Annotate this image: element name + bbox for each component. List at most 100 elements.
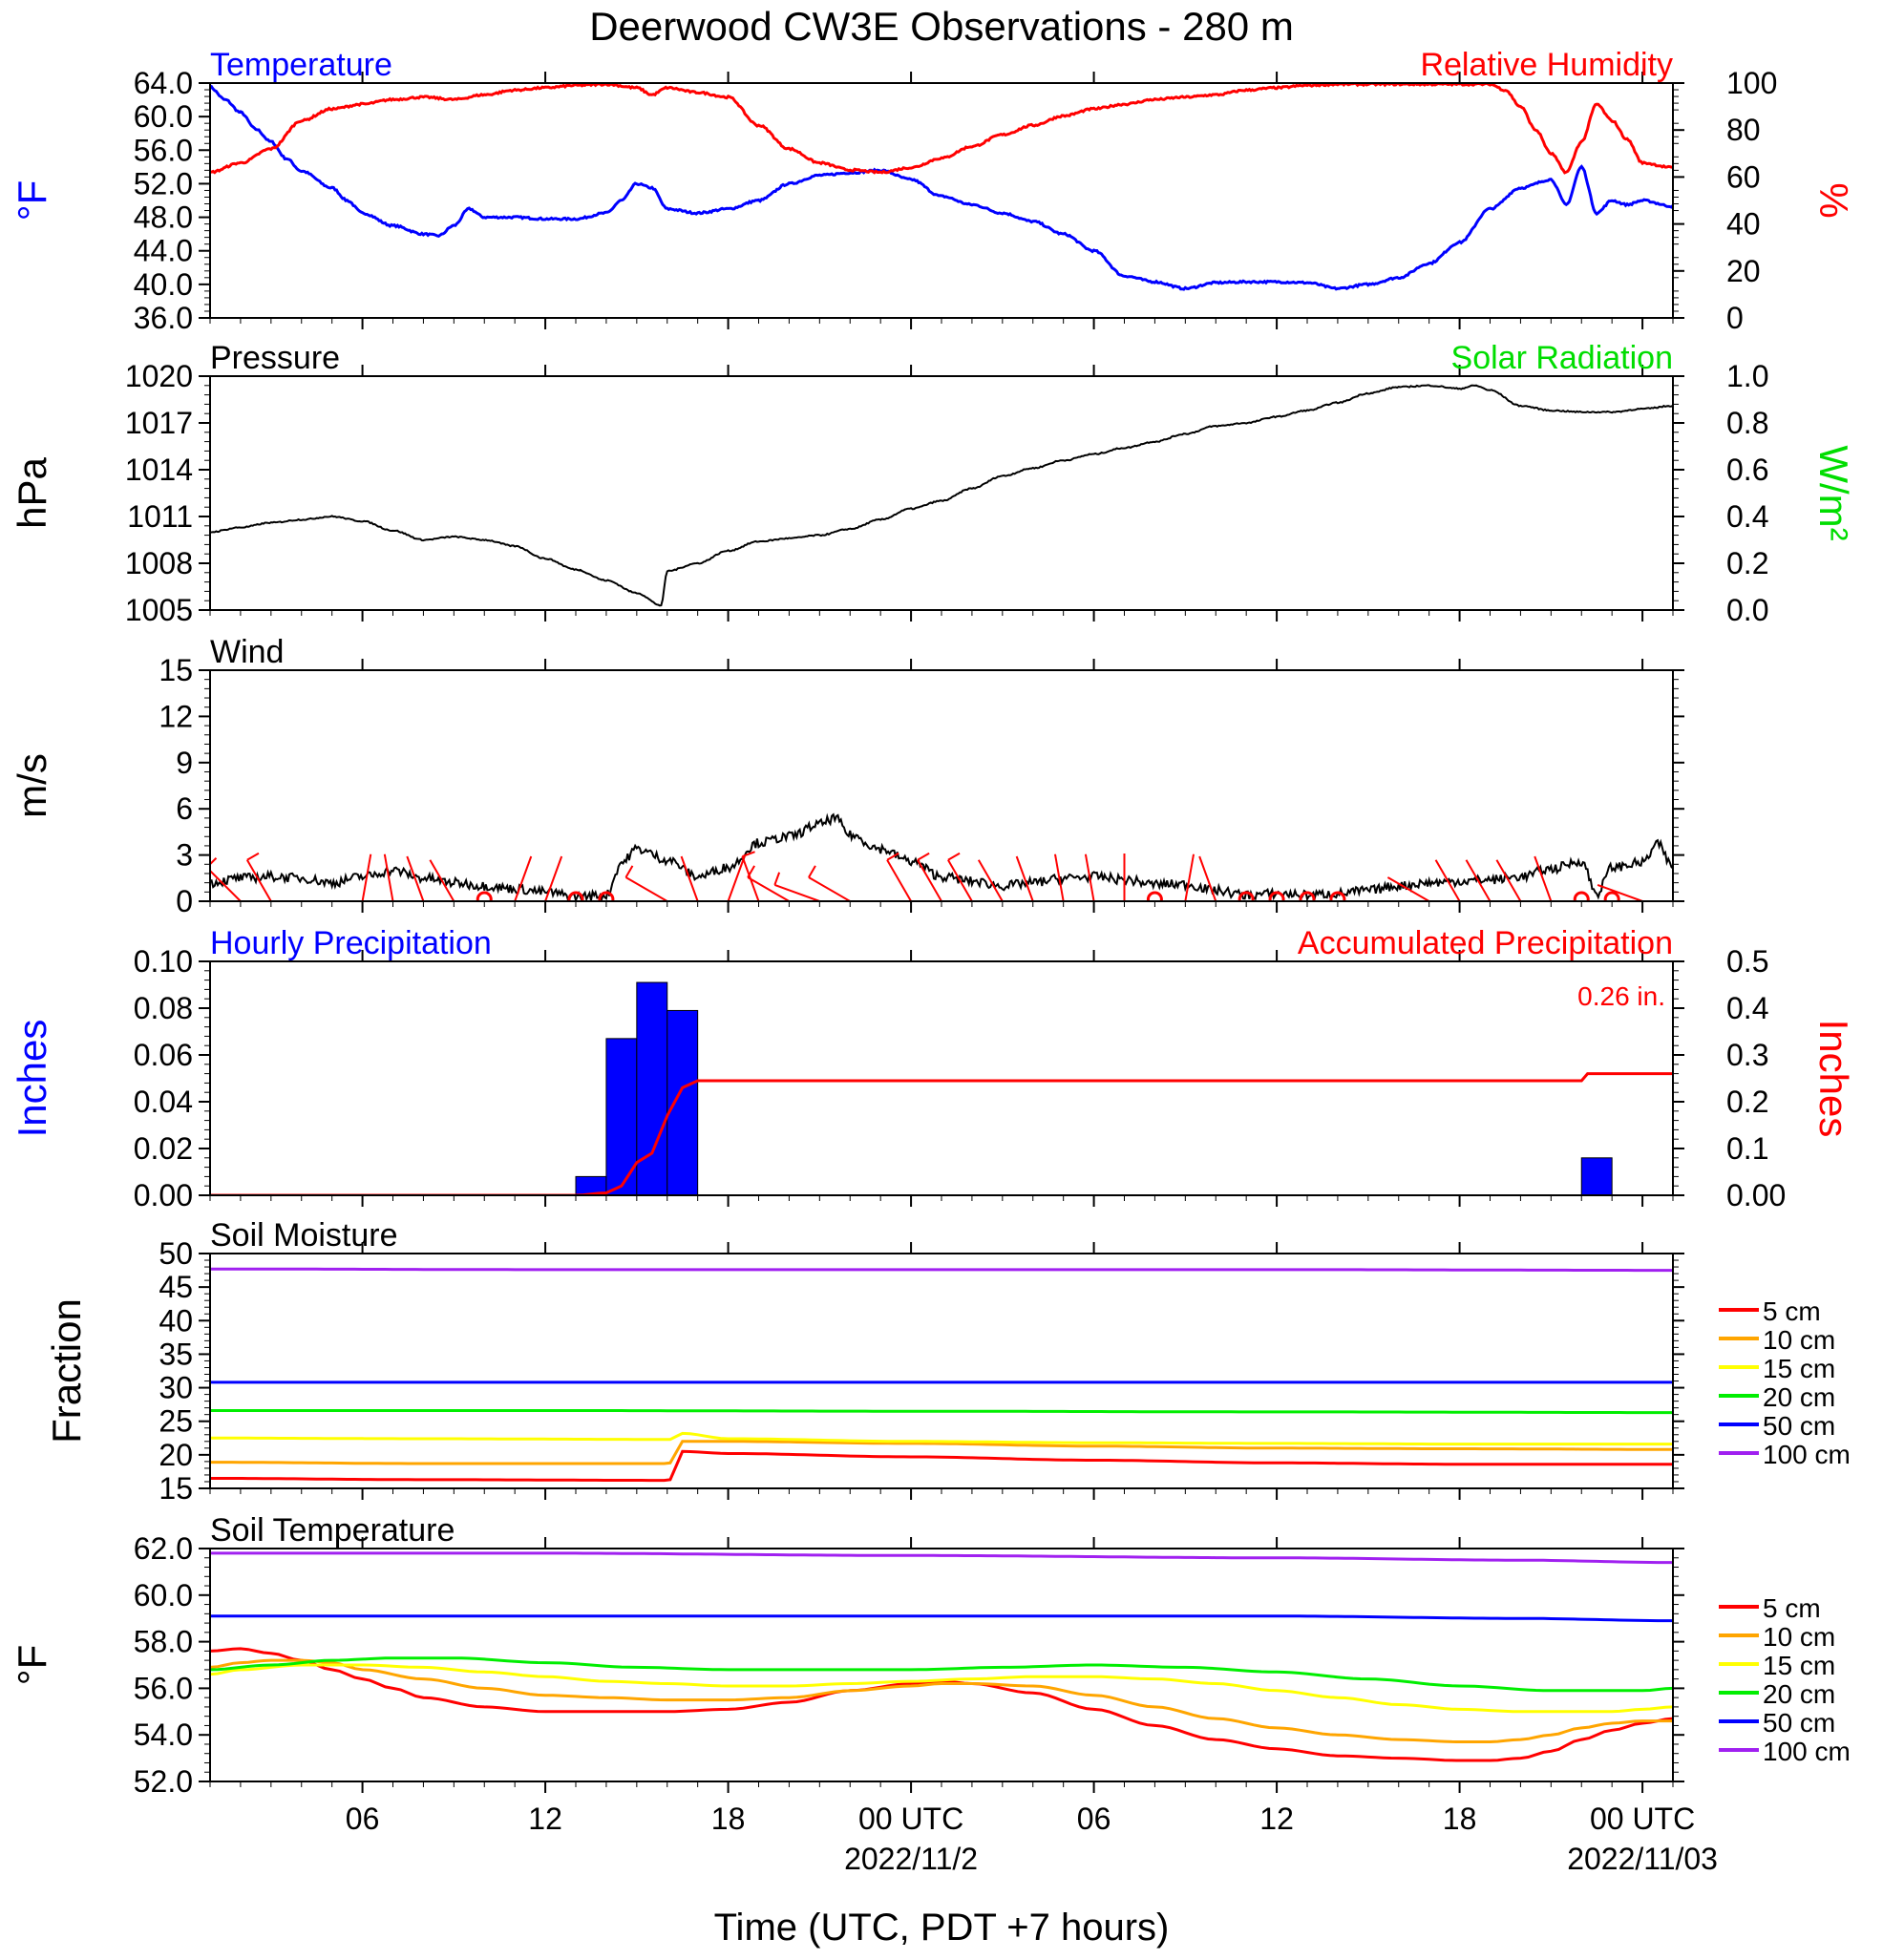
y-tick-label: 3 [176, 838, 193, 873]
y-right-tick-label: 60 [1726, 159, 1761, 194]
wind-barb [1386, 876, 1430, 901]
series-100-cm [210, 1267, 1673, 1273]
wind-barb [361, 854, 372, 901]
y-tick-label: 15 [159, 653, 193, 687]
legend-label: 100 cm [1763, 1440, 1851, 1469]
y-right-tick-label: 0.8 [1726, 406, 1768, 440]
y-tick-label: 0.04 [134, 1085, 193, 1119]
data-layer [210, 1267, 1673, 1483]
y-axis-label: Inches [10, 1020, 54, 1138]
y-tick-label: 1008 [125, 546, 193, 580]
wind-barb-calm [1299, 891, 1316, 901]
plot-frame [209, 669, 1674, 902]
y-tick-label: 20 [159, 1438, 193, 1472]
panel-title-left: Pressure [210, 340, 340, 376]
wind-barb-feather [773, 872, 781, 886]
y-right-tick-label: 20 [1726, 254, 1761, 288]
y-tick-label: 45 [159, 1270, 193, 1304]
wind-barb-calm [1603, 891, 1620, 901]
series-100-cm [210, 1551, 1673, 1565]
y-tick-label: 56.0 [134, 1671, 193, 1705]
panel-title-left: Hourly Precipitation [210, 925, 492, 961]
wind-barb [977, 859, 1004, 901]
wind-barb-feather [624, 865, 634, 878]
wind-barb [624, 876, 668, 901]
wind-barb-calm [567, 891, 584, 901]
y-right-tick-label: 0.00 [1726, 1178, 1786, 1212]
y-right-tick-label: 0.4 [1726, 991, 1768, 1025]
legend-label: 15 cm [1763, 1651, 1835, 1680]
wind-barb-feather [742, 851, 755, 857]
panel-pressure: 1005 1008 1011 1014 1017 1020 0.0 0.2 0.4 0.6 0.8 1… [10, 340, 1856, 627]
wind-barb [947, 859, 973, 901]
x-tick-label: 12 [528, 1802, 562, 1836]
wind-barb-feather [747, 865, 755, 878]
legend-label: 10 cm [1763, 1622, 1835, 1652]
y-tick-label: 0.08 [134, 991, 193, 1025]
wind-barb-calm [1238, 891, 1255, 901]
y-right-tick-label: 1.0 [1726, 359, 1768, 393]
y-right-tick-label: 80 [1726, 113, 1761, 147]
panel-soil_temp: 52.0 54.0 56.0 58.0 60.0 62.0 °F Soil Temperatu… [10, 1512, 1851, 1799]
panel-title-right: Accumulated Precipitation [1298, 925, 1673, 961]
y-tick-label: 35 [159, 1337, 193, 1371]
wind-barb-calm [1573, 891, 1590, 901]
x-tick-date-label: 2022/11/03 [1567, 1842, 1718, 1876]
panel-title-left: Wind [210, 634, 284, 670]
y-axis-label: °F [10, 180, 54, 221]
x-tick-label: 18 [711, 1802, 746, 1836]
x-tick-label: 18 [1443, 1802, 1477, 1836]
wind-barb-feather [917, 852, 930, 861]
precip-bar [636, 981, 668, 1195]
series-accumulated-precipitation [210, 1072, 1673, 1195]
y-right-tick-label: 0.4 [1726, 499, 1768, 534]
data-layer [210, 812, 1673, 901]
y-tick-label: 1020 [125, 359, 193, 393]
wind-barb-calm [476, 891, 493, 901]
legend-label: 100 cm [1763, 1737, 1851, 1766]
series-20-cm [210, 1656, 1673, 1693]
y-axis-label: °F [10, 1645, 54, 1685]
wind-barb [747, 876, 790, 901]
series-50-cm [210, 1614, 1673, 1623]
plot-frame [209, 375, 1674, 611]
wind-barb [1597, 883, 1643, 901]
wind-barb [1198, 855, 1217, 901]
y-tick-label: 64.0 [134, 66, 193, 100]
wind-barb [774, 883, 820, 901]
panel-title-right: Relative Humidity [1420, 47, 1673, 83]
x-axis-label: Time (UTC, PDT +7 hours) [714, 1907, 1170, 1949]
wind-barb [1015, 855, 1034, 901]
y-tick-label: 60.0 [134, 1578, 193, 1612]
wind-barb-calm [1329, 891, 1346, 901]
series-15-cm [210, 1663, 1673, 1714]
y-tick-label: 52.0 [134, 166, 193, 200]
y-tick-label: 58.0 [134, 1625, 193, 1659]
y-tick-label: 12 [159, 699, 193, 733]
y-tick-label: 56.0 [134, 133, 193, 167]
legend-label: 20 cm [1763, 1382, 1835, 1412]
wind-barb-feather [947, 852, 961, 861]
wind-barb [514, 855, 533, 901]
figure-title: Deerwood CW3E Observations - 280 m [589, 4, 1294, 49]
y-tick-label: 36.0 [134, 301, 193, 335]
panel-precip: 0.00 0.02 0.04 0.06 0.08 0.10 0.00 0.1 0.2 0.3 0.4… [10, 925, 1856, 1212]
y-tick-label: 0.06 [134, 1038, 193, 1072]
wind-barb-feather [886, 852, 899, 861]
y-right-tick-label: 0.1 [1726, 1131, 1768, 1166]
panel-title-right: Solar Radiation [1451, 340, 1673, 376]
wind-barb [1434, 859, 1461, 901]
series-10-cm [210, 1658, 1673, 1743]
wind-barb [1184, 854, 1195, 901]
wind-barb [544, 855, 563, 901]
y-axis-label: Fraction [44, 1298, 89, 1444]
wind-barb [680, 855, 699, 901]
panel-temp_rh: 36.040.044.048.052.056.060.064.0 0 20 40 60 8… [10, 47, 1856, 335]
y-tick-label: 9 [176, 746, 193, 780]
wind-barb-calm [598, 891, 615, 901]
legend-label: 5 cm [1763, 1296, 1821, 1326]
y-right-tick-label: 0.2 [1726, 546, 1768, 580]
y-right-tick-label: 0.2 [1726, 1085, 1768, 1119]
y-tick-label: 40 [159, 1303, 193, 1338]
